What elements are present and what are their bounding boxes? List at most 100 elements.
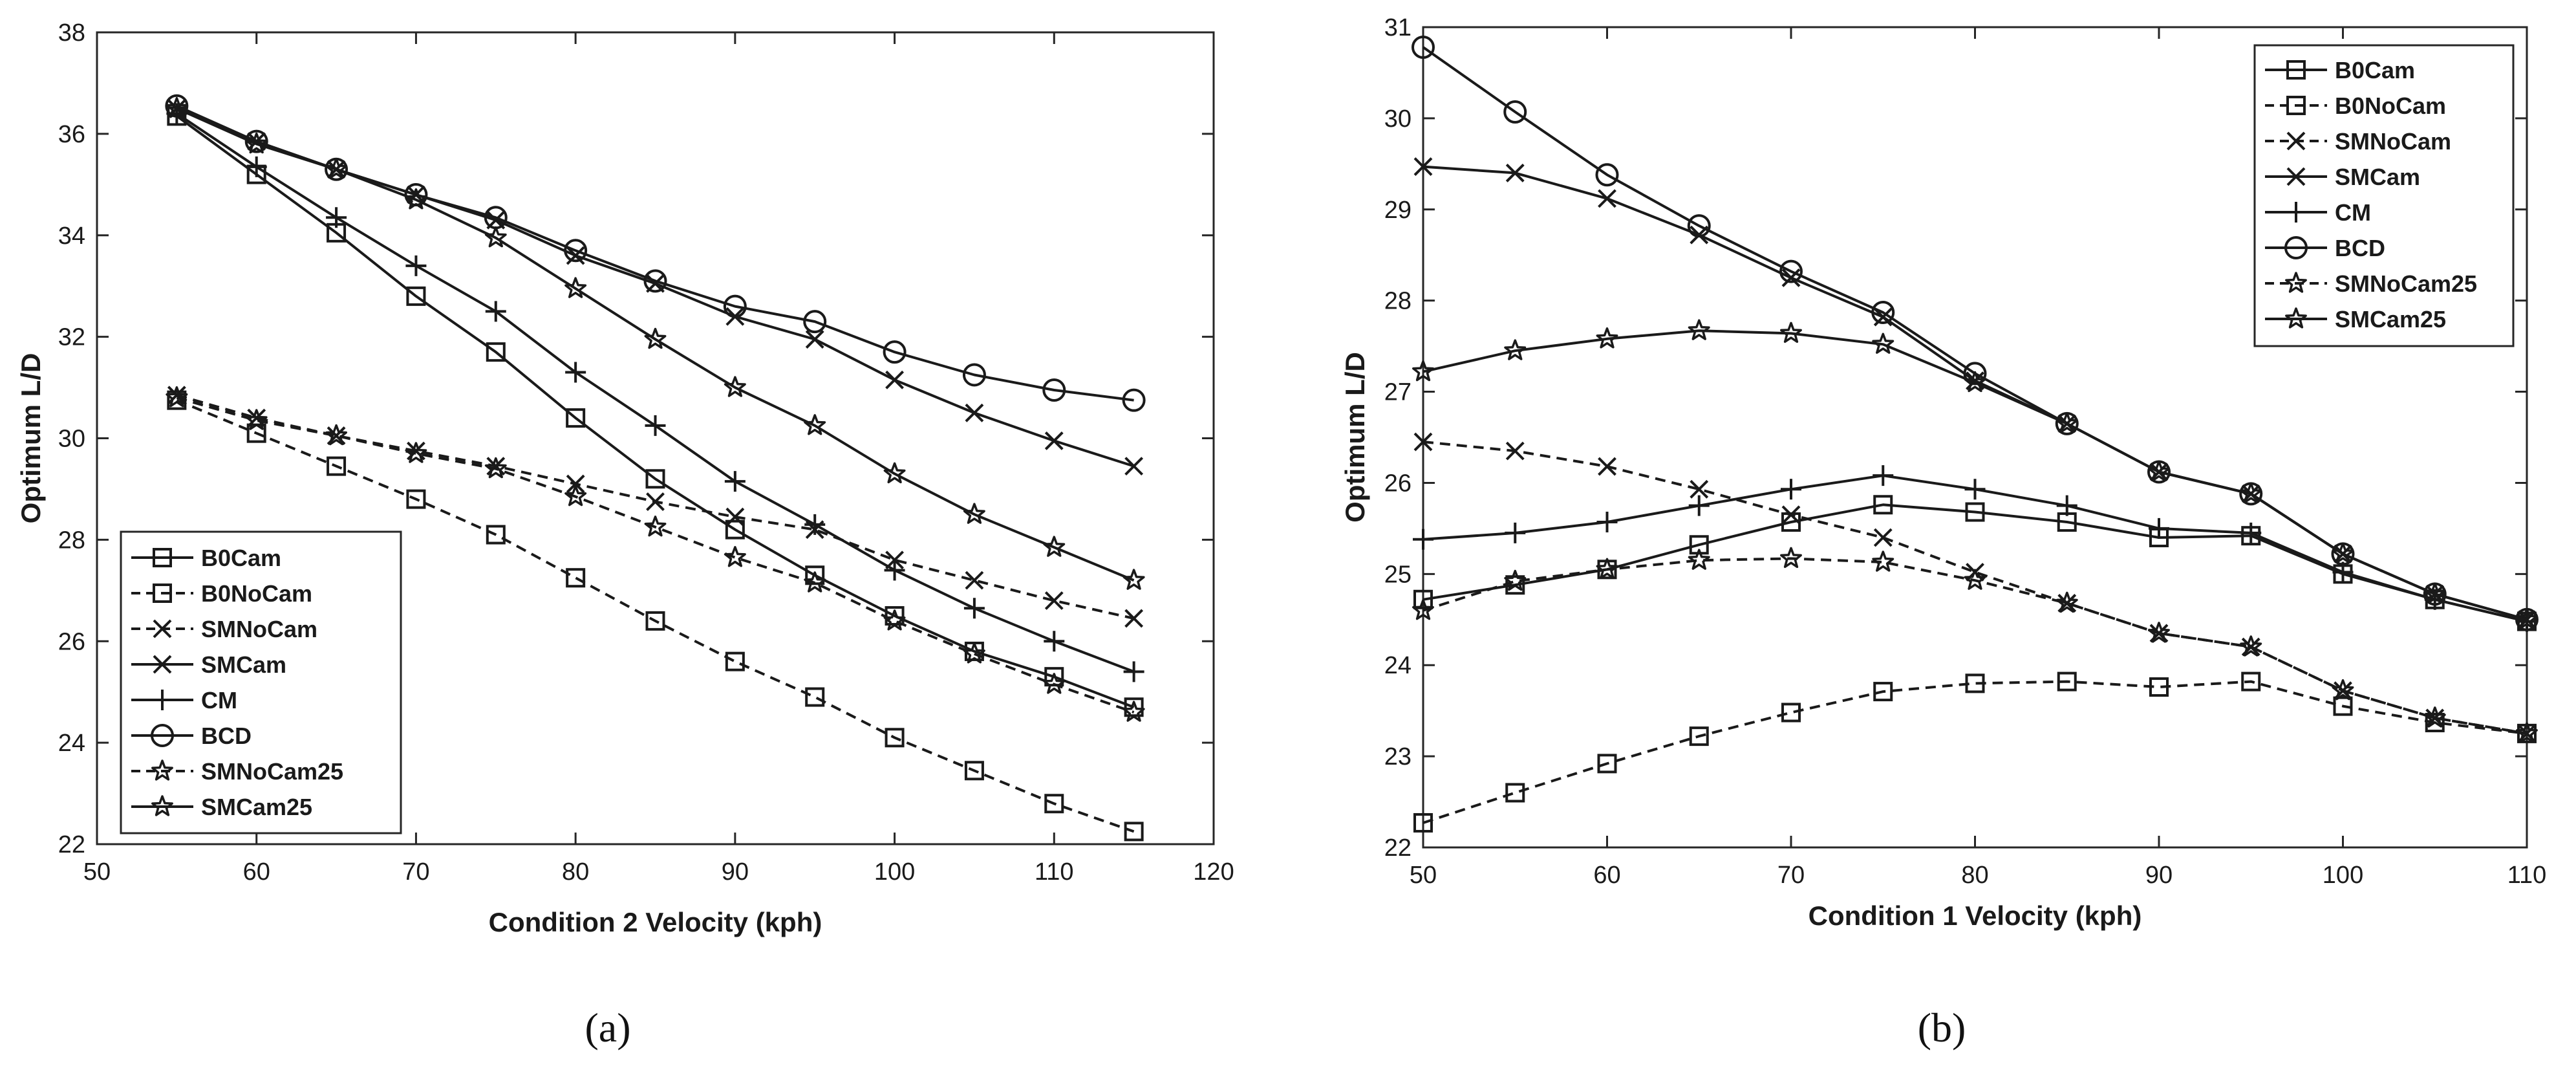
legend-label-SMCam25: SMCam25 <box>201 794 312 820</box>
legend-box <box>2253 44 2515 347</box>
data-point-B0NoCam-70 <box>1781 703 1801 723</box>
data-point-CM-50 <box>1413 529 1433 550</box>
y-axis-label: Optimum L/D <box>1340 352 1370 523</box>
data-point-SMNoCam25-80 <box>564 485 587 507</box>
data-point-SMNoCam25-75 <box>1872 550 1894 572</box>
series-CM <box>166 103 1144 682</box>
data-point-B0NoCam-85 <box>645 611 665 631</box>
data-point-BCD-50 <box>1411 35 1435 59</box>
data-point-SMNoCam25-85 <box>644 516 667 537</box>
data-point-SMCam25-55 <box>166 96 188 118</box>
legend-label-BCD: BCD <box>2335 235 2385 261</box>
data-point-SMNoCam25-60 <box>245 409 268 430</box>
series-line-BCD <box>176 104 1134 402</box>
x-tick-label: 70 <box>402 858 429 886</box>
y-tick-label: 38 <box>58 19 85 47</box>
legend-label-SMNoCam: SMNoCam <box>201 616 317 642</box>
y-tick-label: 34 <box>58 223 85 250</box>
data-point-SMNoCam25-100 <box>883 609 906 631</box>
data-point-SMNoCam25-95 <box>804 571 826 593</box>
data-point-SMCam-80 <box>566 246 585 265</box>
x-tick-label: 50 <box>1410 862 1437 889</box>
series-line-SMCam25 <box>176 107 1135 582</box>
legend-marker-B0NoCam <box>2286 96 2306 115</box>
data-point-CM-65 <box>326 207 347 228</box>
data-point-CM-60 <box>1596 512 1618 533</box>
y-tick-label: 26 <box>1384 470 1411 497</box>
data-point-B0Cam-90 <box>725 519 745 540</box>
data-point-BCD-115 <box>1122 388 1146 412</box>
data-point-SMNoCam25-60 <box>1596 558 1618 579</box>
data-point-SMCam25-60 <box>1596 327 1618 349</box>
data-point-SMNoCam25-80 <box>1964 569 1986 590</box>
data-point-BCD-80 <box>564 239 588 263</box>
data-point-SMCam25-105 <box>963 503 985 524</box>
data-point-SMNoCam25-115 <box>1122 701 1145 722</box>
legend-label-B0NoCam: B0NoCam <box>201 580 312 607</box>
data-point-SMNoCam25-75 <box>484 457 507 479</box>
data-point-SMCam25-105 <box>2423 582 2446 604</box>
legend: B0Cam B0NoCam SMNoCam SMCam CM BCD SMNoCam25 SM… <box>120 530 402 834</box>
data-point-SMCam25-65 <box>1688 319 1710 340</box>
legend-label-SMNoCam25: SMNoCam25 <box>201 758 343 785</box>
legend-marker-SMNoCam25 <box>151 759 173 781</box>
data-point-BCD-110 <box>1042 378 1066 402</box>
data-point-B0Cam-50 <box>1413 589 1433 609</box>
panel-caption-a: (a) <box>585 1005 630 1051</box>
series-SMNoCam25 <box>1412 547 2538 743</box>
legend-label-CM: CM <box>201 687 237 714</box>
data-point-SMCam-100 <box>885 370 904 389</box>
data-point-SMCam-115 <box>1124 457 1144 476</box>
data-point-SMNoCam25-65 <box>325 424 348 446</box>
data-point-SMCam25-75 <box>484 226 507 248</box>
data-point-B0NoCam-100 <box>2333 696 2353 716</box>
data-point-CM-75 <box>1873 465 1894 486</box>
data-point-BCD-85 <box>643 269 667 293</box>
data-point-SMNoCam25-55 <box>166 386 188 408</box>
data-point-SMCam25-95 <box>804 414 826 435</box>
data-point-CM-100 <box>884 560 905 581</box>
data-point-B0NoCam-100 <box>885 728 905 748</box>
y-tick-label: 25 <box>1384 561 1411 588</box>
data-point-CM-105 <box>963 598 985 619</box>
legend-label-SMCam25: SMCam25 <box>2335 306 2446 332</box>
data-point-SMNoCam-50 <box>1413 432 1433 452</box>
data-point-SMNoCam25-110 <box>2516 722 2538 743</box>
data-point-SMCam25-110 <box>1043 536 1066 557</box>
data-point-CM-60 <box>246 156 267 177</box>
legend-marker-CM <box>2286 202 2306 223</box>
data-point-B0Cam-80 <box>566 408 586 428</box>
y-tick-label: 23 <box>1384 743 1411 770</box>
data-point-SMNoCam-85 <box>646 492 665 511</box>
y-tick-label: 32 <box>58 324 85 351</box>
legend-marker-BCD <box>151 724 174 747</box>
data-point-BCD-55 <box>1503 100 1527 124</box>
data-point-SMCam25-65 <box>325 158 348 179</box>
x-tick-label: 100 <box>2323 862 2363 889</box>
data-point-BCD-60 <box>1595 163 1619 187</box>
y-tick-label: 29 <box>1384 197 1411 224</box>
data-point-CM-90 <box>724 471 746 492</box>
data-point-B0NoCam-90 <box>725 651 745 671</box>
data-point-SMNoCam-75 <box>1873 528 1893 547</box>
data-point-B0NoCam-75 <box>486 525 506 545</box>
data-point-CM-70 <box>1781 479 1801 500</box>
y-tick-label: 30 <box>58 426 85 453</box>
data-point-SMCam25-90 <box>2148 460 2170 482</box>
series-line-B0NoCam <box>176 398 1135 833</box>
chart-panel-a: 50 60 70 80 90 100 110 120 22 24 26 28 30 32 34 36 38 Con… <box>16 19 1234 1051</box>
data-point-SMCam25-85 <box>644 327 667 349</box>
data-point-B0Cam-95 <box>805 565 825 585</box>
x-tick-label: 110 <box>1035 858 1074 886</box>
series-line-SMCam25 <box>1422 329 2528 621</box>
y-tick-label: 24 <box>58 730 85 757</box>
data-point-SMNoCam-105 <box>965 571 984 590</box>
data-point-SMNoCam-80 <box>566 474 585 494</box>
data-point-CM-55 <box>1505 522 1526 543</box>
x-axis-label: Condition 1 Velocity (kph) <box>1809 900 2142 931</box>
legend-label-B0Cam: B0Cam <box>2335 57 2415 83</box>
series-CM <box>1413 465 2537 632</box>
data-point-SMCam-70 <box>1781 268 1801 287</box>
data-point-B0NoCam-95 <box>805 687 825 707</box>
data-point-SMCam25-85 <box>2055 412 2078 433</box>
